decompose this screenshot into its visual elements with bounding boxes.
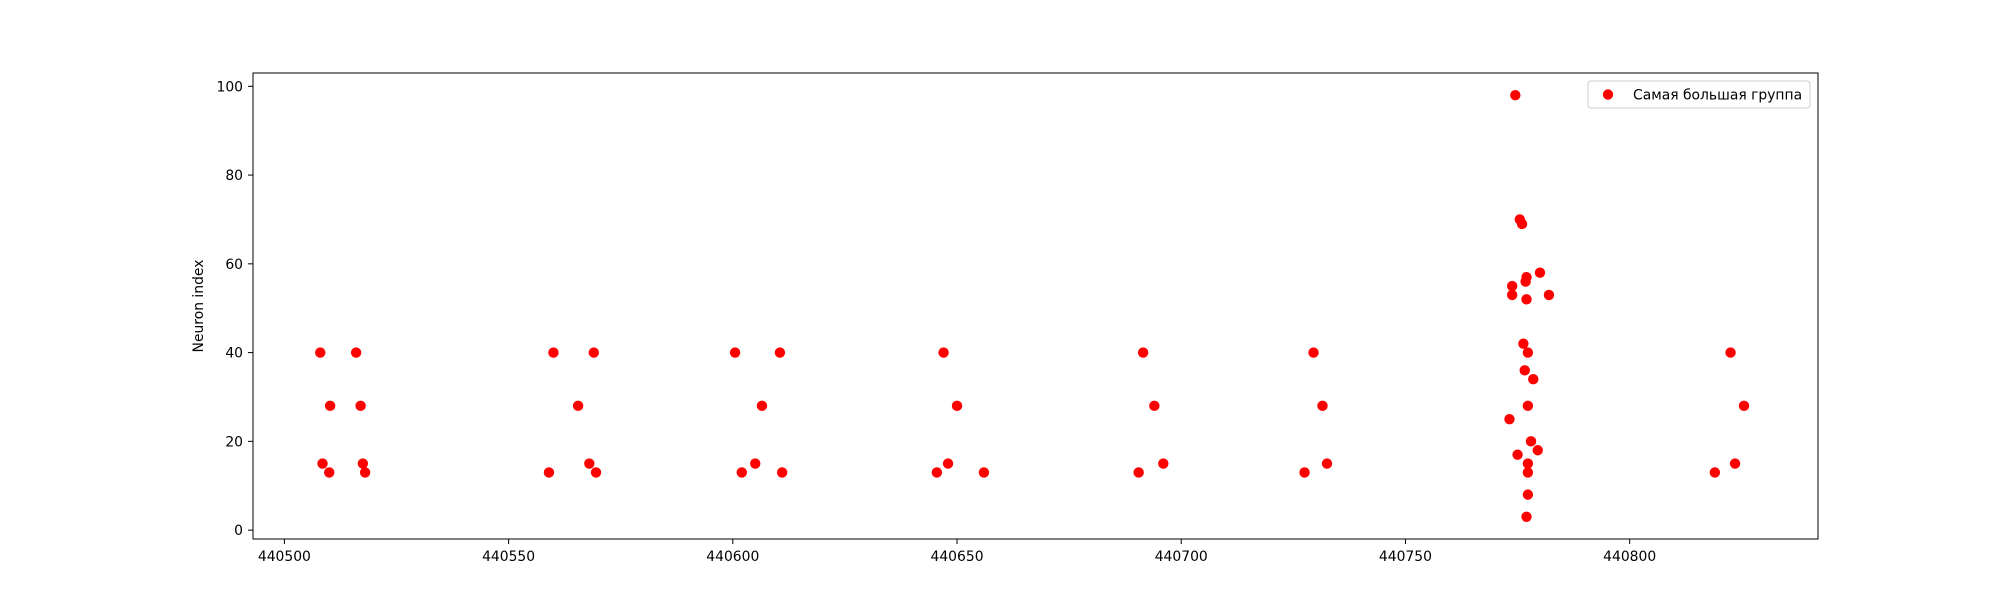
data-point — [548, 347, 559, 358]
data-point — [1729, 458, 1741, 469]
data-point — [1149, 400, 1160, 412]
data-point — [1522, 489, 1534, 500]
data-point — [355, 400, 366, 412]
data-point — [1522, 467, 1534, 478]
data-point — [324, 400, 336, 412]
x-tick-label: 440650 — [931, 549, 984, 565]
legend-box — [1587, 80, 1811, 109]
data-point — [1518, 338, 1529, 349]
data-point — [774, 347, 786, 358]
legend-label: Самая большая группа — [1633, 88, 1802, 104]
data-point — [317, 458, 328, 469]
data-point — [350, 347, 362, 358]
data-point — [572, 400, 584, 412]
data-point — [1308, 347, 1319, 358]
x-tick-label: 440600 — [706, 549, 759, 565]
data-point — [1133, 467, 1144, 478]
data-point — [1521, 294, 1532, 305]
data-point — [1516, 218, 1528, 230]
legend-marker — [1602, 89, 1614, 100]
data-point — [1504, 413, 1515, 425]
x-tick-label: 440800 — [1603, 549, 1656, 565]
y-tick-label: 20 — [225, 434, 243, 450]
y-tick-label: 80 — [225, 168, 243, 184]
data-point — [978, 467, 990, 478]
data-point — [590, 467, 602, 478]
data-point — [1709, 467, 1721, 478]
data-point — [951, 400, 963, 412]
y-axis: 0 20 40 60 80 100 — [216, 79, 253, 539]
data-point — [543, 467, 555, 478]
data-point — [359, 467, 371, 478]
data-point — [1532, 445, 1543, 456]
data-point — [931, 467, 943, 478]
data-point — [1317, 400, 1328, 412]
y-axis-label: Neuron index — [191, 260, 207, 353]
y-tick-label: 60 — [225, 257, 243, 273]
data-point — [1519, 365, 1530, 376]
y-tick-label: 40 — [225, 346, 243, 362]
data-point — [1299, 467, 1310, 478]
data-point — [1321, 458, 1333, 469]
data-point — [1137, 347, 1149, 358]
data-point — [736, 467, 747, 478]
legend: Самая большая группа — [1587, 80, 1811, 109]
x-tick-label: 440500 — [258, 549, 311, 565]
data-point — [1521, 271, 1532, 283]
data-point — [1522, 458, 1534, 469]
x-axis: 440500 440550 440600 440650 440700 440750 4408… — [258, 539, 1656, 565]
data-point — [1522, 347, 1534, 358]
data-point — [1528, 374, 1539, 385]
data-point — [315, 347, 326, 358]
data-point — [1521, 511, 1532, 523]
data-point — [1510, 89, 1521, 101]
x-tick-label: 440700 — [1155, 549, 1208, 565]
plot-area-frame — [252, 72, 1819, 540]
data-point — [1738, 400, 1750, 412]
data-point — [1543, 289, 1555, 301]
data-point — [1534, 267, 1546, 278]
data-point — [1725, 347, 1736, 358]
data-point — [1512, 449, 1523, 460]
y-tick-label: 100 — [216, 79, 243, 95]
data-point — [1525, 436, 1537, 447]
data-point — [1158, 458, 1169, 469]
x-tick-label: 440550 — [482, 549, 535, 565]
data-point — [357, 458, 369, 469]
data-point — [584, 458, 595, 469]
data-point — [1506, 289, 1518, 301]
data-point — [756, 400, 768, 412]
data-point — [938, 347, 949, 358]
data-point — [750, 458, 761, 469]
data-point — [729, 347, 741, 358]
data-point — [1506, 280, 1518, 292]
data-point — [942, 458, 954, 469]
data-point — [588, 347, 599, 358]
data-points — [315, 89, 1750, 523]
data-point — [324, 467, 335, 478]
data-point — [1522, 400, 1534, 412]
data-point — [776, 467, 788, 478]
x-tick-label: 440750 — [1379, 549, 1432, 565]
y-tick-label: 0 — [234, 523, 243, 539]
